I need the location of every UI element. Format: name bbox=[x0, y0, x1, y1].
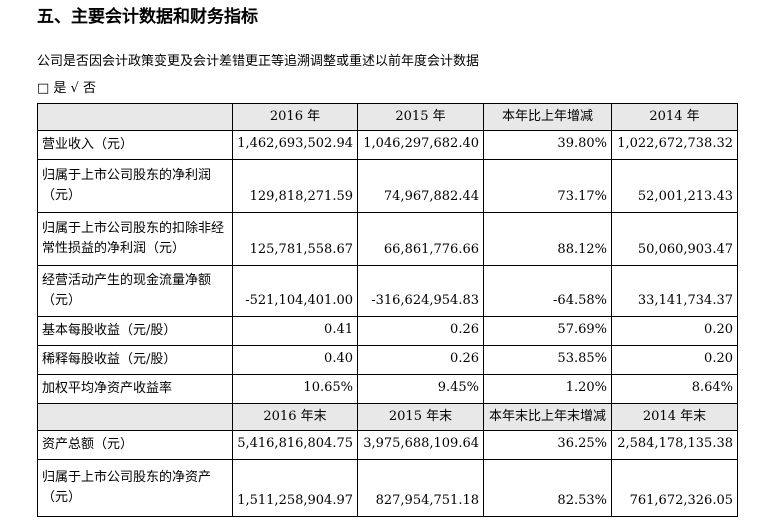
value-cell: -316,624,954.83 bbox=[357, 265, 484, 317]
header-cell: 2015 年 bbox=[357, 103, 484, 131]
value-cell: -64.58% bbox=[483, 265, 612, 317]
table-row: 归属于上市公司股东的扣除非经常性损益的净利润（元） 125,781,558.67 6… bbox=[37, 212, 738, 266]
table-row: 经营活动产生的现金流量净额（元） -521,104,401.00 -316,624,… bbox=[37, 265, 738, 317]
value-cell: 33,141,734.37 bbox=[611, 265, 738, 317]
value-cell: 39.80% bbox=[483, 130, 612, 160]
header-cell: 2016 年末 bbox=[232, 403, 358, 431]
row-label: 营业收入（元） bbox=[37, 130, 233, 160]
value-cell: 1,462,693,502.94 bbox=[232, 130, 358, 160]
data-table: 2016 年 2015 年本年比上年增减 2014 年营业收入（元） 1,462,69… bbox=[37, 103, 738, 517]
row-label: 资产总额（元） bbox=[37, 430, 233, 460]
row-label: 归属于上市公司股东的净资产（元） bbox=[37, 459, 233, 517]
row-label: 加权平均净资产收益率 bbox=[37, 374, 233, 404]
value-cell: 50,060,903.47 bbox=[611, 212, 738, 266]
section-title: 五、主要会计数据和财务指标 bbox=[37, 7, 258, 27]
value-cell: 0.26 bbox=[357, 345, 484, 375]
header-cell: 本年比上年增减 bbox=[483, 103, 612, 131]
header-cell bbox=[37, 103, 233, 131]
value-cell: 761,672,326.05 bbox=[611, 459, 738, 517]
value-cell: 88.12% bbox=[483, 212, 612, 266]
value-cell: 0.41 bbox=[232, 316, 358, 346]
row-label: 稀释每股收益（元/股） bbox=[37, 345, 233, 375]
value-cell: 66,861,776.66 bbox=[357, 212, 484, 266]
value-cell: 2,584,178,135.38 bbox=[611, 430, 738, 460]
value-cell: 57.69% bbox=[483, 316, 612, 346]
value-cell: 82.53% bbox=[483, 459, 612, 517]
table-row: 资产总额（元） 5,416,816,804.75 3,975,688,109.64 3… bbox=[37, 430, 738, 460]
value-cell: 9.45% bbox=[357, 374, 484, 404]
value-cell: 36.25% bbox=[483, 430, 612, 460]
header-cell: 2016 年 bbox=[232, 103, 358, 131]
value-cell: 0.20 bbox=[611, 345, 738, 375]
table-row: 营业收入（元） 1,462,693,502.94 1,046,297,682.40 3… bbox=[37, 130, 738, 160]
value-cell: 8.64% bbox=[611, 374, 738, 404]
row-label: 归属于上市公司股东的扣除非经常性损益的净利润（元） bbox=[37, 212, 233, 266]
value-cell: 10.65% bbox=[232, 374, 358, 404]
table-row: 稀释每股收益（元/股） 0.40 0.26 53.85% 0.20 bbox=[37, 345, 738, 375]
value-cell: 1.20% bbox=[483, 374, 612, 404]
row-label: 经营活动产生的现金流量净额（元） bbox=[37, 265, 233, 317]
value-cell: 52,001,213.43 bbox=[611, 159, 738, 213]
value-cell: 1,022,672,738.32 bbox=[611, 130, 738, 160]
table-row: 加权平均净资产收益率 10.65% 9.45% 1.20% 8.64% bbox=[37, 374, 738, 404]
question: 公司是否因会计政策变更及会计差错更正等追溯调整或重述以前年度会计数据 bbox=[37, 54, 480, 69]
value-cell: -521,104,401.00 bbox=[232, 265, 358, 317]
value-cell: 129,818,271.59 bbox=[232, 159, 358, 213]
value-cell: 3,975,688,109.64 bbox=[357, 430, 484, 460]
row-label: 归属于上市公司股东的净利润（元） bbox=[37, 159, 233, 213]
value-cell: 1,046,297,682.40 bbox=[357, 130, 484, 160]
value-cell: 125,781,558.67 bbox=[232, 212, 358, 266]
table-row: 基本每股收益（元/股） 0.41 0.26 57.69% 0.20 bbox=[37, 316, 738, 346]
header-cell bbox=[37, 403, 233, 431]
value-cell: 0.40 bbox=[232, 345, 358, 375]
value-cell: 53.85% bbox=[483, 345, 612, 375]
value-cell: 827,954,751.18 bbox=[357, 459, 484, 517]
table-body: 2016 年 2015 年本年比上年增减 2014 年营业收入（元） 1,462,69… bbox=[37, 103, 738, 517]
header-cell: 本年末比上年末增减 bbox=[483, 403, 612, 431]
value-cell: 1,511,258,904.97 bbox=[232, 459, 358, 517]
value-cell: 74,967,882.44 bbox=[357, 159, 484, 213]
header-row: 2016 年 2015 年本年比上年增减 2014 年 bbox=[37, 103, 738, 131]
options: □ 是 √ 否 bbox=[37, 81, 96, 96]
table-row: 归属于上市公司股东的净利润（元） 129,818,271.59 74,967,882… bbox=[37, 159, 738, 213]
header-cell: 2015 年末 bbox=[357, 403, 484, 431]
table-row: 归属于上市公司股东的净资产（元） 1,511,258,904.97 827,954,… bbox=[37, 459, 738, 517]
header-cell: 2014 年 bbox=[611, 103, 738, 131]
row-label: 基本每股收益（元/股） bbox=[37, 316, 233, 346]
header-cell: 2014 年末 bbox=[611, 403, 738, 431]
value-cell: 73.17% bbox=[483, 159, 612, 213]
header-row: 2016 年末 2015 年末 本年末比上年末增减 2014 年末 bbox=[37, 403, 738, 431]
value-cell: 0.20 bbox=[611, 316, 738, 346]
value-cell: 5,416,816,804.75 bbox=[232, 430, 358, 460]
value-cell: 0.26 bbox=[357, 316, 484, 346]
